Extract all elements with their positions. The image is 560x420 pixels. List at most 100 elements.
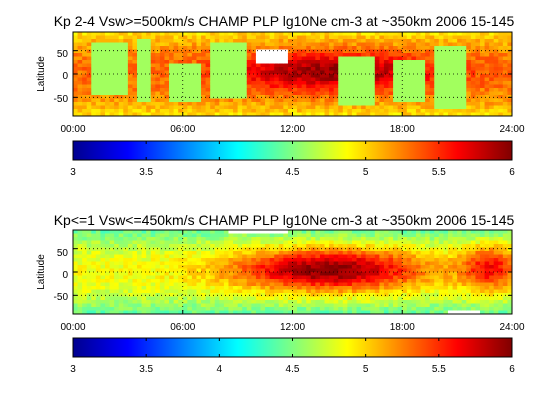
heatmap-cell bbox=[466, 53, 472, 57]
heatmap-cell bbox=[479, 95, 485, 99]
heatmap-cell bbox=[223, 307, 229, 311]
heatmap-cell bbox=[86, 49, 92, 54]
heatmap-cell bbox=[205, 112, 211, 117]
heatmap-cell bbox=[443, 310, 449, 315]
heatmap-cell bbox=[196, 258, 202, 262]
heatmap-cell bbox=[479, 81, 485, 85]
heatmap-cell bbox=[246, 67, 252, 71]
heatmap-cell bbox=[237, 275, 243, 280]
heatmap-cell bbox=[379, 310, 385, 315]
heatmap-cell bbox=[429, 265, 435, 269]
heatmap-cell bbox=[306, 56, 312, 61]
heatmap-cell bbox=[406, 35, 412, 40]
heatmap-cell bbox=[438, 84, 444, 89]
heatmap-cell bbox=[251, 98, 257, 103]
heatmap-cell bbox=[443, 102, 449, 106]
heatmap-cell bbox=[251, 84, 257, 89]
heatmap-cell bbox=[269, 39, 275, 43]
heatmap-cell bbox=[447, 247, 453, 252]
heatmap-cell bbox=[169, 293, 174, 297]
heatmap-cell bbox=[77, 240, 83, 245]
heatmap-cell bbox=[338, 268, 344, 273]
heatmap-cell bbox=[415, 84, 421, 89]
heatmap-cell bbox=[86, 268, 92, 273]
heatmap-cell bbox=[457, 289, 463, 294]
heatmap-cell bbox=[434, 49, 440, 54]
heatmap-cell bbox=[452, 39, 458, 43]
heatmap-cell bbox=[95, 77, 101, 82]
heatmap-cell bbox=[237, 272, 243, 276]
heatmap-cell bbox=[132, 237, 138, 241]
heatmap-cell bbox=[388, 81, 394, 85]
heatmap-cell bbox=[210, 296, 216, 301]
heatmap-cell bbox=[324, 303, 330, 308]
heatmap-cell bbox=[351, 289, 357, 294]
heatmap-cell bbox=[498, 303, 504, 308]
heatmap-cell bbox=[233, 105, 239, 110]
heatmap-cell bbox=[205, 35, 211, 40]
heatmap-cell bbox=[233, 244, 239, 248]
heatmap-cell bbox=[388, 289, 394, 294]
heatmap-cell bbox=[242, 77, 248, 82]
heatmap-cell bbox=[429, 46, 435, 50]
heatmap-cell bbox=[77, 230, 83, 234]
heatmap-cell bbox=[415, 240, 421, 245]
heatmap-cell bbox=[397, 35, 403, 40]
heatmap-cell bbox=[132, 56, 138, 61]
heatmap-cell bbox=[146, 88, 152, 92]
heatmap-cell bbox=[379, 265, 385, 269]
heatmap-cell bbox=[169, 109, 174, 113]
heatmap-cell bbox=[287, 84, 293, 89]
heatmap-cell bbox=[242, 67, 248, 71]
heatmap-cell bbox=[452, 98, 458, 103]
heatmap-cell bbox=[466, 310, 472, 315]
heatmap-cell bbox=[182, 303, 188, 308]
heatmap-cell bbox=[182, 88, 188, 92]
heatmap-cell bbox=[283, 233, 289, 238]
heatmap-cell bbox=[292, 303, 298, 308]
heatmap-cell bbox=[114, 282, 120, 287]
heatmap-cell bbox=[338, 289, 344, 294]
heatmap-cell bbox=[383, 289, 389, 294]
heatmap-cell bbox=[251, 53, 257, 57]
heatmap-cell bbox=[150, 310, 156, 315]
heatmap-cell bbox=[351, 275, 357, 280]
heatmap-cell bbox=[420, 237, 426, 241]
heatmap-cell bbox=[438, 279, 444, 283]
heatmap-cell bbox=[150, 98, 156, 103]
heatmap-cell bbox=[402, 251, 408, 255]
heatmap-cell bbox=[374, 296, 380, 301]
heatmap-cell bbox=[159, 98, 165, 103]
heatmap-cell bbox=[365, 279, 371, 283]
heatmap-cell bbox=[425, 84, 431, 89]
heatmap-cell bbox=[265, 74, 271, 78]
heatmap-cell bbox=[388, 279, 394, 283]
heatmap-cell bbox=[132, 112, 138, 117]
heatmap-cell bbox=[86, 32, 92, 36]
heatmap-cell bbox=[411, 251, 417, 255]
heatmap-cell bbox=[315, 275, 321, 280]
heatmap-cell bbox=[242, 81, 248, 85]
heatmap-cell bbox=[342, 251, 348, 255]
heatmap-cell bbox=[105, 70, 110, 75]
heatmap-cell bbox=[118, 74, 124, 78]
heatmap-cell bbox=[237, 84, 243, 89]
heatmap-cell bbox=[338, 35, 344, 40]
heatmap-cell bbox=[173, 240, 179, 245]
heatmap-cell bbox=[141, 230, 147, 234]
heatmap-cell bbox=[260, 63, 266, 68]
heatmap-cell bbox=[187, 279, 193, 283]
heatmap-cell bbox=[370, 279, 376, 283]
heatmap-cell bbox=[383, 240, 389, 245]
heatmap-cell bbox=[150, 35, 156, 40]
heatmap-cell bbox=[237, 244, 243, 248]
heatmap-cell bbox=[315, 282, 321, 287]
heatmap-cell bbox=[498, 244, 504, 248]
heatmap-cell bbox=[274, 272, 280, 276]
heatmap-cell bbox=[86, 102, 92, 106]
heatmap-cell bbox=[201, 42, 207, 47]
heatmap-cell bbox=[109, 56, 115, 61]
heatmap-cell bbox=[292, 53, 298, 57]
heatmap-cell bbox=[210, 310, 216, 315]
heatmap-cell bbox=[475, 102, 481, 106]
